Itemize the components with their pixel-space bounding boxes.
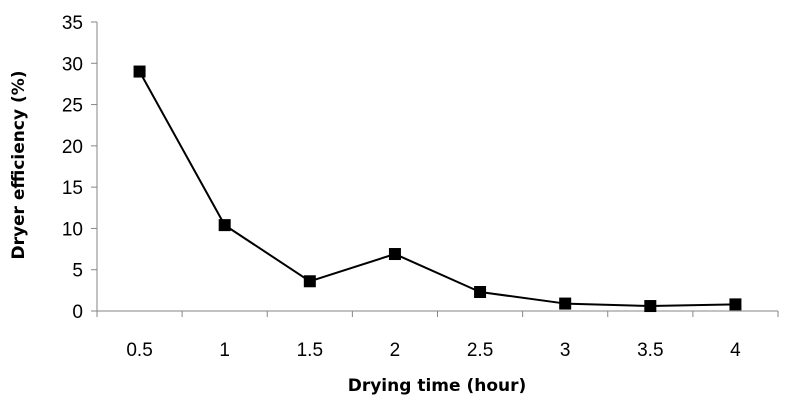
x-tick-label: 2.5	[467, 340, 493, 361]
y-tick-label: 25	[62, 96, 83, 117]
series-line	[138, 71, 736, 308]
data-series	[133, 65, 742, 313]
y-axis-title: Dryer efficiency (%)	[9, 70, 29, 259]
data-point-marker	[729, 298, 742, 311]
x-tick-label: 1	[219, 340, 230, 361]
y-tick-label: 10	[62, 219, 83, 240]
x-tick-label: 0.5	[126, 340, 152, 361]
x-axis-title: Drying time (hour)	[348, 376, 527, 396]
x-tick-label: 1.5	[297, 340, 323, 361]
data-point-marker	[559, 297, 572, 310]
y-tick-label: 30	[62, 54, 83, 75]
data-point-marker	[474, 286, 487, 299]
y-tick-label: 0	[72, 302, 83, 323]
y-tick-label: 20	[62, 137, 83, 158]
x-tick-label: 4	[730, 340, 741, 361]
data-point-marker	[218, 219, 231, 232]
y-axis: 0 5 10 15 20 25 30 35	[62, 13, 98, 323]
x-tick-label: 3.5	[637, 340, 663, 361]
y-tick-label: 5	[72, 261, 83, 282]
data-point-marker	[303, 275, 316, 288]
x-tick-label: 2	[390, 340, 401, 361]
y-tick-label: 15	[62, 178, 83, 199]
data-point-marker	[388, 248, 401, 261]
data-point-marker	[644, 300, 657, 313]
x-axis: 0.5 1 1.5 2 2.5 3 3.5 4	[96, 310, 779, 361]
data-point-marker	[133, 65, 146, 78]
x-tick-label: 3	[560, 340, 571, 361]
y-tick-label: 35	[62, 13, 83, 34]
